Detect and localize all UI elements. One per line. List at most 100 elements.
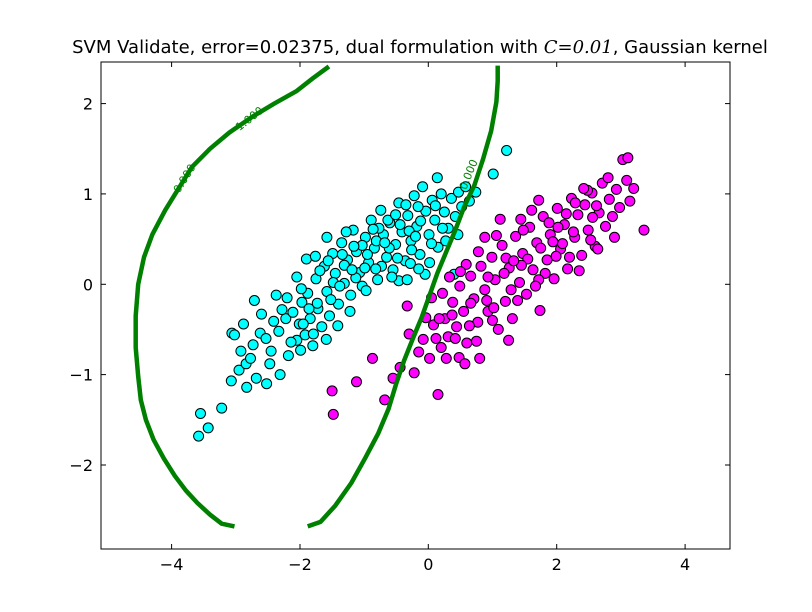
data-point <box>600 220 611 232</box>
data-point <box>361 249 373 260</box>
data-point <box>548 273 560 285</box>
data-point <box>591 200 602 212</box>
axis-ticks-layer: −4 −2 0 2 4 −2 −1 0 1 2 <box>69 62 730 574</box>
data-point <box>413 346 425 358</box>
y-tick-label: −1 <box>69 366 93 385</box>
data-point <box>295 344 307 356</box>
decision-boundary-right <box>306 65 500 529</box>
data-point <box>435 342 447 353</box>
data-point <box>572 209 584 221</box>
data-point <box>216 402 228 414</box>
data-point <box>426 238 437 250</box>
data-point <box>336 249 348 260</box>
data-point <box>424 352 436 364</box>
data-point <box>622 152 634 164</box>
data-point <box>533 194 545 206</box>
data-point <box>245 352 256 364</box>
data-point <box>517 224 529 236</box>
data-point <box>465 270 477 282</box>
data-point <box>274 369 286 381</box>
data-point <box>281 292 293 304</box>
data-point <box>440 352 452 364</box>
data-point <box>479 284 491 296</box>
data-point <box>295 283 307 295</box>
data-point <box>458 305 470 317</box>
data-point <box>325 294 337 306</box>
data-point <box>375 204 387 216</box>
data-point <box>235 345 247 357</box>
data-point <box>351 376 362 388</box>
data-point <box>410 230 421 242</box>
x-tick-label: 0 <box>423 555 433 574</box>
data-point <box>437 222 448 234</box>
data-point <box>261 378 273 390</box>
x-tick-label: −2 <box>288 555 312 574</box>
data-point <box>498 267 510 279</box>
data-point <box>454 266 466 278</box>
plot-area-frame <box>100 61 731 550</box>
data-point <box>482 271 494 283</box>
data-point <box>514 277 525 288</box>
data-point <box>280 313 292 325</box>
decision-boundary-left <box>133 64 331 529</box>
data-point <box>535 242 547 254</box>
data-point <box>417 333 429 345</box>
data-point <box>609 231 620 243</box>
data-point <box>367 352 378 364</box>
data-point <box>621 174 633 186</box>
data-point <box>241 381 253 393</box>
data-point <box>471 335 482 347</box>
data-point <box>490 230 502 241</box>
data-point <box>564 251 575 263</box>
data-point <box>446 309 458 321</box>
data-point <box>423 229 435 241</box>
data-point <box>268 315 280 327</box>
data-point <box>415 215 427 227</box>
y-tick-label: 1 <box>83 185 93 204</box>
data-point <box>297 318 309 330</box>
data-point <box>445 192 457 204</box>
data-point <box>329 267 341 279</box>
data-point <box>417 181 429 193</box>
data-point <box>592 243 604 255</box>
data-point <box>461 337 473 349</box>
data-point <box>492 323 504 335</box>
data-point <box>394 219 406 231</box>
data-point <box>454 280 466 292</box>
data-point <box>202 422 214 434</box>
data-point <box>503 334 515 346</box>
y-tick-label: −2 <box>69 456 93 475</box>
data-point <box>496 239 508 251</box>
data-point <box>332 320 344 332</box>
data-point <box>447 296 459 308</box>
y-tick-label: 0 <box>83 275 93 294</box>
data-point <box>400 199 412 211</box>
data-point <box>526 204 538 216</box>
data-point <box>587 211 599 223</box>
data-point <box>408 367 420 379</box>
data-point <box>365 214 377 226</box>
data-point <box>562 263 574 275</box>
data-point <box>367 223 379 235</box>
data-point <box>404 258 416 269</box>
data-point <box>401 274 413 286</box>
title-math: C=0.01 <box>544 37 613 58</box>
data-point <box>326 385 338 397</box>
data-point <box>460 258 472 270</box>
data-point <box>505 284 517 296</box>
data-point <box>412 201 424 213</box>
data-point <box>510 230 522 242</box>
data-point <box>314 265 326 277</box>
data-point <box>303 303 315 315</box>
data-point <box>360 285 372 297</box>
data-point <box>475 260 487 272</box>
data-point <box>345 289 357 301</box>
chart-title: SVM Validate, error=0.02375, dual formul… <box>72 37 768 58</box>
data-point <box>578 183 590 194</box>
data-point <box>334 280 346 292</box>
data-point <box>437 287 448 299</box>
data-point <box>585 234 597 246</box>
data-point <box>534 305 546 316</box>
data-point <box>392 252 403 264</box>
data-point <box>433 313 445 325</box>
